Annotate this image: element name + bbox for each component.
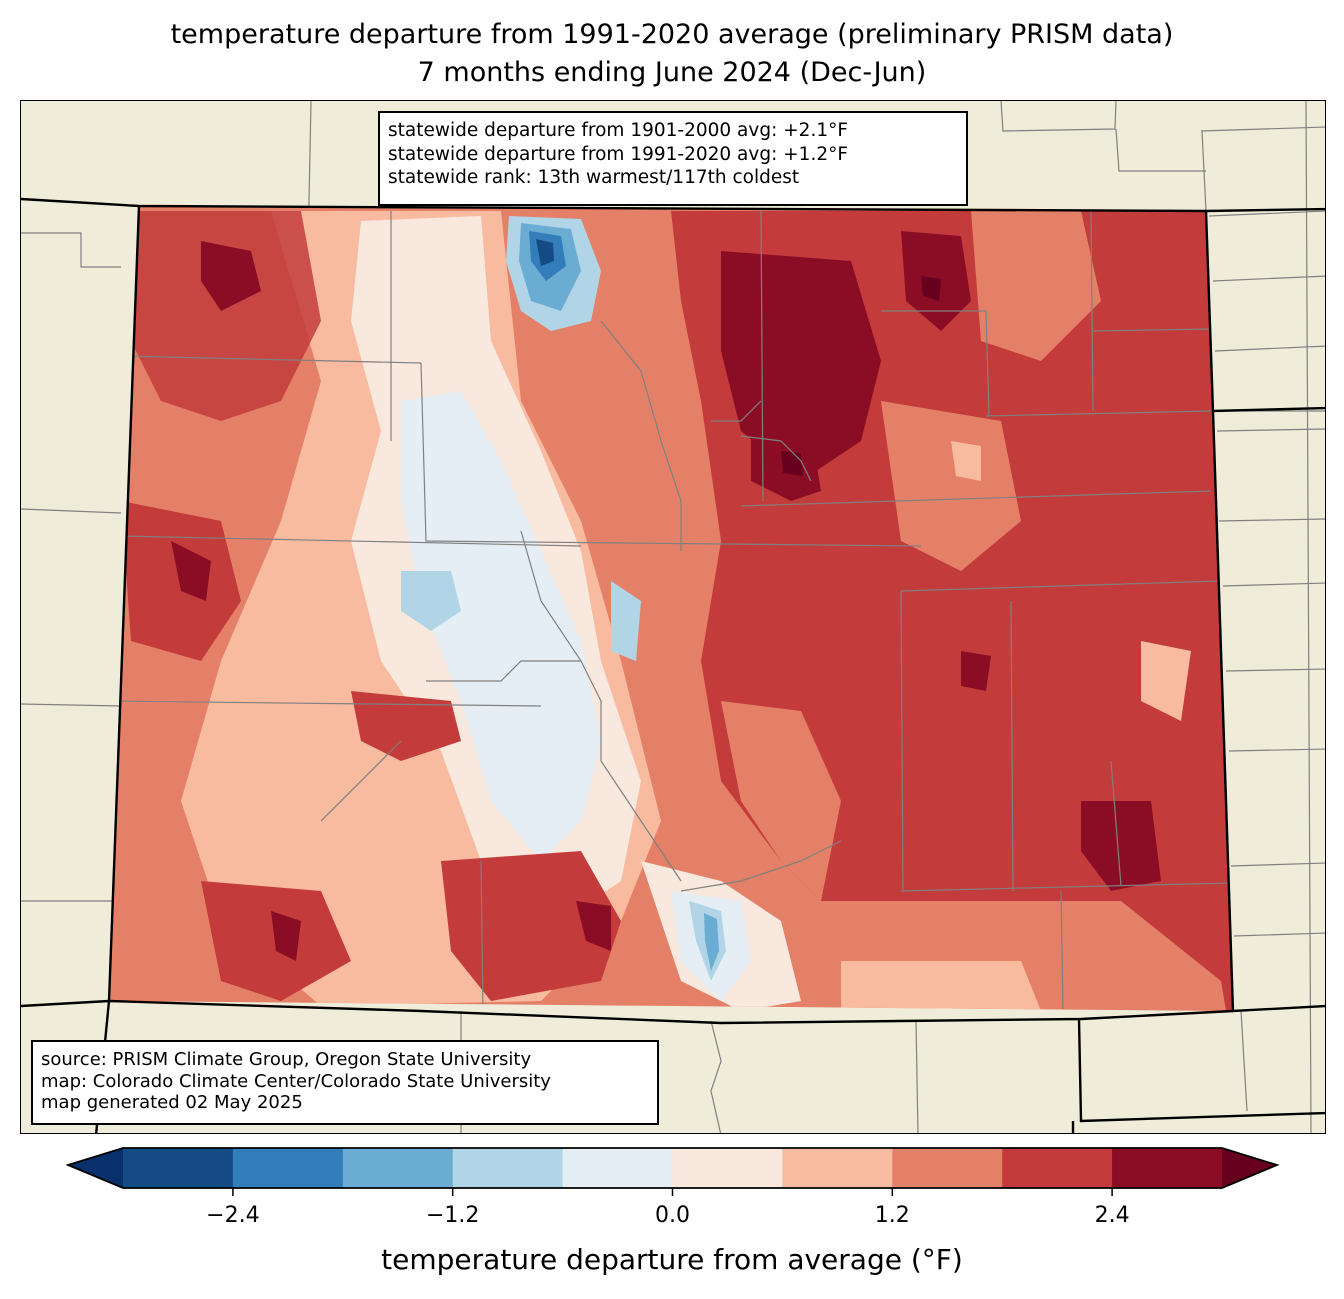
colorbar-segment [232, 1148, 344, 1188]
colorbar-tick-label: −1.2 [425, 1203, 480, 1228]
band-0.6-south [841, 961, 1041, 1011]
colorbar-tick-label: 1.2 [874, 1203, 910, 1228]
band-neg0.6-to-0 [401, 391, 601, 861]
colorbar-tick-label: 2.4 [1094, 1203, 1130, 1228]
map-title-line-2: 7 months ending June 2024 (Dec-Jun) [417, 57, 927, 88]
temperature-raster [109, 206, 1233, 1011]
band-0.6-east-1 [951, 441, 981, 481]
map-credit-line: map: Colorado Climate Center/Colorado St… [41, 1070, 551, 1092]
wyoming-colorado-border [21, 197, 1325, 213]
colorbar-segment [452, 1148, 564, 1188]
statewide-stats-box: statewide departure from 1901-2000 avg: … [378, 111, 968, 206]
generated-date-line: map generated 02 May 2025 [41, 1092, 303, 1113]
map-panel [20, 100, 1326, 1134]
band-1.8-s [441, 851, 621, 1001]
band-2.4-se [1081, 801, 1161, 891]
colorbar-segment [782, 1148, 893, 1188]
nebraska-border [1204, 210, 1325, 413]
band-1.2-se [721, 701, 841, 901]
stat-rank: statewide rank: 13th warmest/117th colde… [388, 167, 800, 188]
band-2.4-e [961, 651, 991, 691]
colorbar-label: temperature departure from average (°F) [381, 1243, 963, 1276]
band-1.8-nw [121, 211, 321, 421]
band-1.2-ne [971, 211, 1101, 361]
colorado-temperature-map [21, 101, 1325, 1133]
band-over-3-ne [921, 276, 941, 301]
source-line: source: PRISM Climate Group, Oregon Stat… [41, 1049, 532, 1070]
colorbar-segment [123, 1148, 234, 1188]
band-2.4-sw [271, 911, 301, 961]
source-credits-box: source: PRISM Climate Group, Oregon Stat… [31, 1040, 659, 1125]
band-neg1.2-central [401, 571, 461, 631]
band-2.4-front-range [721, 251, 881, 481]
oklahoma-panhandle-border [1077, 1018, 1325, 1123]
band-neg1.8-slv [704, 913, 719, 971]
band-over-3-denver [781, 451, 803, 476]
new-mexico-oklahoma-border [21, 999, 1234, 1025]
colorbar-segment [562, 1148, 673, 1188]
colorbar-tick-label: 0.0 [655, 1203, 690, 1228]
band-2.4-nw [201, 241, 261, 311]
colorbar-outline [65, 1147, 1280, 1189]
band-lt-neg2.4-north-park [536, 239, 554, 266]
colorado-county-lines [110, 210, 1232, 1011]
colorbar-over-arrow [1222, 1148, 1277, 1188]
colorbar [65, 1147, 1280, 1196]
colorbar-segment [1112, 1148, 1223, 1188]
colorbar-segment [672, 1148, 783, 1188]
band-2.4-s [576, 901, 611, 951]
stat-departure-1901-2000: statewide departure from 1901-2000 avg: … [388, 120, 848, 141]
band-2.4-w [171, 541, 211, 601]
band-1.8-c [351, 691, 461, 761]
band-0.6-east-2 [1141, 641, 1191, 721]
band-neg1.2-central-2 [611, 581, 641, 661]
colorbar-tick-label: −2.4 [206, 1203, 260, 1228]
stat-departure-1991-2020: statewide departure from 1991-2020 avg: … [388, 143, 848, 165]
colorbar-segment [892, 1148, 1003, 1188]
map-title-line-1: temperature departure from 1991-2020 ave… [170, 19, 1174, 50]
colorbar-segment [1002, 1148, 1113, 1188]
band-1.2-east-1 [881, 401, 1021, 571]
colorbar-under-arrow [68, 1148, 123, 1188]
colorbar-segment [342, 1148, 454, 1188]
